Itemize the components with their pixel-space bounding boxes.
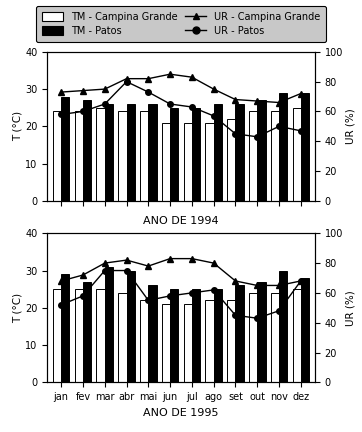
Bar [97,289,105,382]
Bar [257,100,265,201]
Bar [249,293,257,382]
Y-axis label: UR (%): UR (%) [346,108,356,144]
Bar [140,111,148,201]
Bar [235,104,244,201]
Bar [75,289,83,382]
Bar [235,286,244,382]
Bar [53,289,61,382]
Y-axis label: T (°C): T (°C) [12,293,22,323]
Bar [205,123,214,201]
Bar [257,282,265,382]
Bar [214,104,222,201]
Bar [279,270,287,382]
Bar [227,119,235,201]
Bar [61,274,70,382]
Bar [61,96,70,201]
Bar [148,104,157,201]
Bar [271,293,279,382]
Bar [97,108,105,201]
Bar [118,293,127,382]
Bar [214,289,222,382]
Bar [279,93,287,201]
Bar [292,289,301,382]
Bar [105,104,113,201]
Bar [53,111,61,201]
Bar [227,300,235,382]
Bar [184,123,192,201]
Bar [192,289,200,382]
Bar [205,300,214,382]
X-axis label: ANO DE 1995: ANO DE 1995 [143,408,219,418]
Bar [301,93,309,201]
Bar [148,286,157,382]
Bar [170,108,178,201]
Bar [83,282,91,382]
Bar [192,108,200,201]
X-axis label: ANO DE 1994: ANO DE 1994 [143,216,219,226]
Bar [301,278,309,382]
Bar [118,111,127,201]
Y-axis label: T (°C): T (°C) [12,111,22,141]
Y-axis label: UR (%): UR (%) [346,290,356,326]
Bar [105,267,113,382]
Legend: TM - Campina Grande, TM - Patos, UR - Campina Grande, UR - Patos: TM - Campina Grande, TM - Patos, UR - Ca… [36,6,326,41]
Bar [271,111,279,201]
Bar [75,111,83,201]
Bar [184,304,192,382]
Bar [162,304,170,382]
Bar [127,104,135,201]
Bar [83,100,91,201]
Bar [162,123,170,201]
Bar [170,289,178,382]
Bar [140,300,148,382]
Bar [292,108,301,201]
Bar [127,270,135,382]
Bar [249,111,257,201]
